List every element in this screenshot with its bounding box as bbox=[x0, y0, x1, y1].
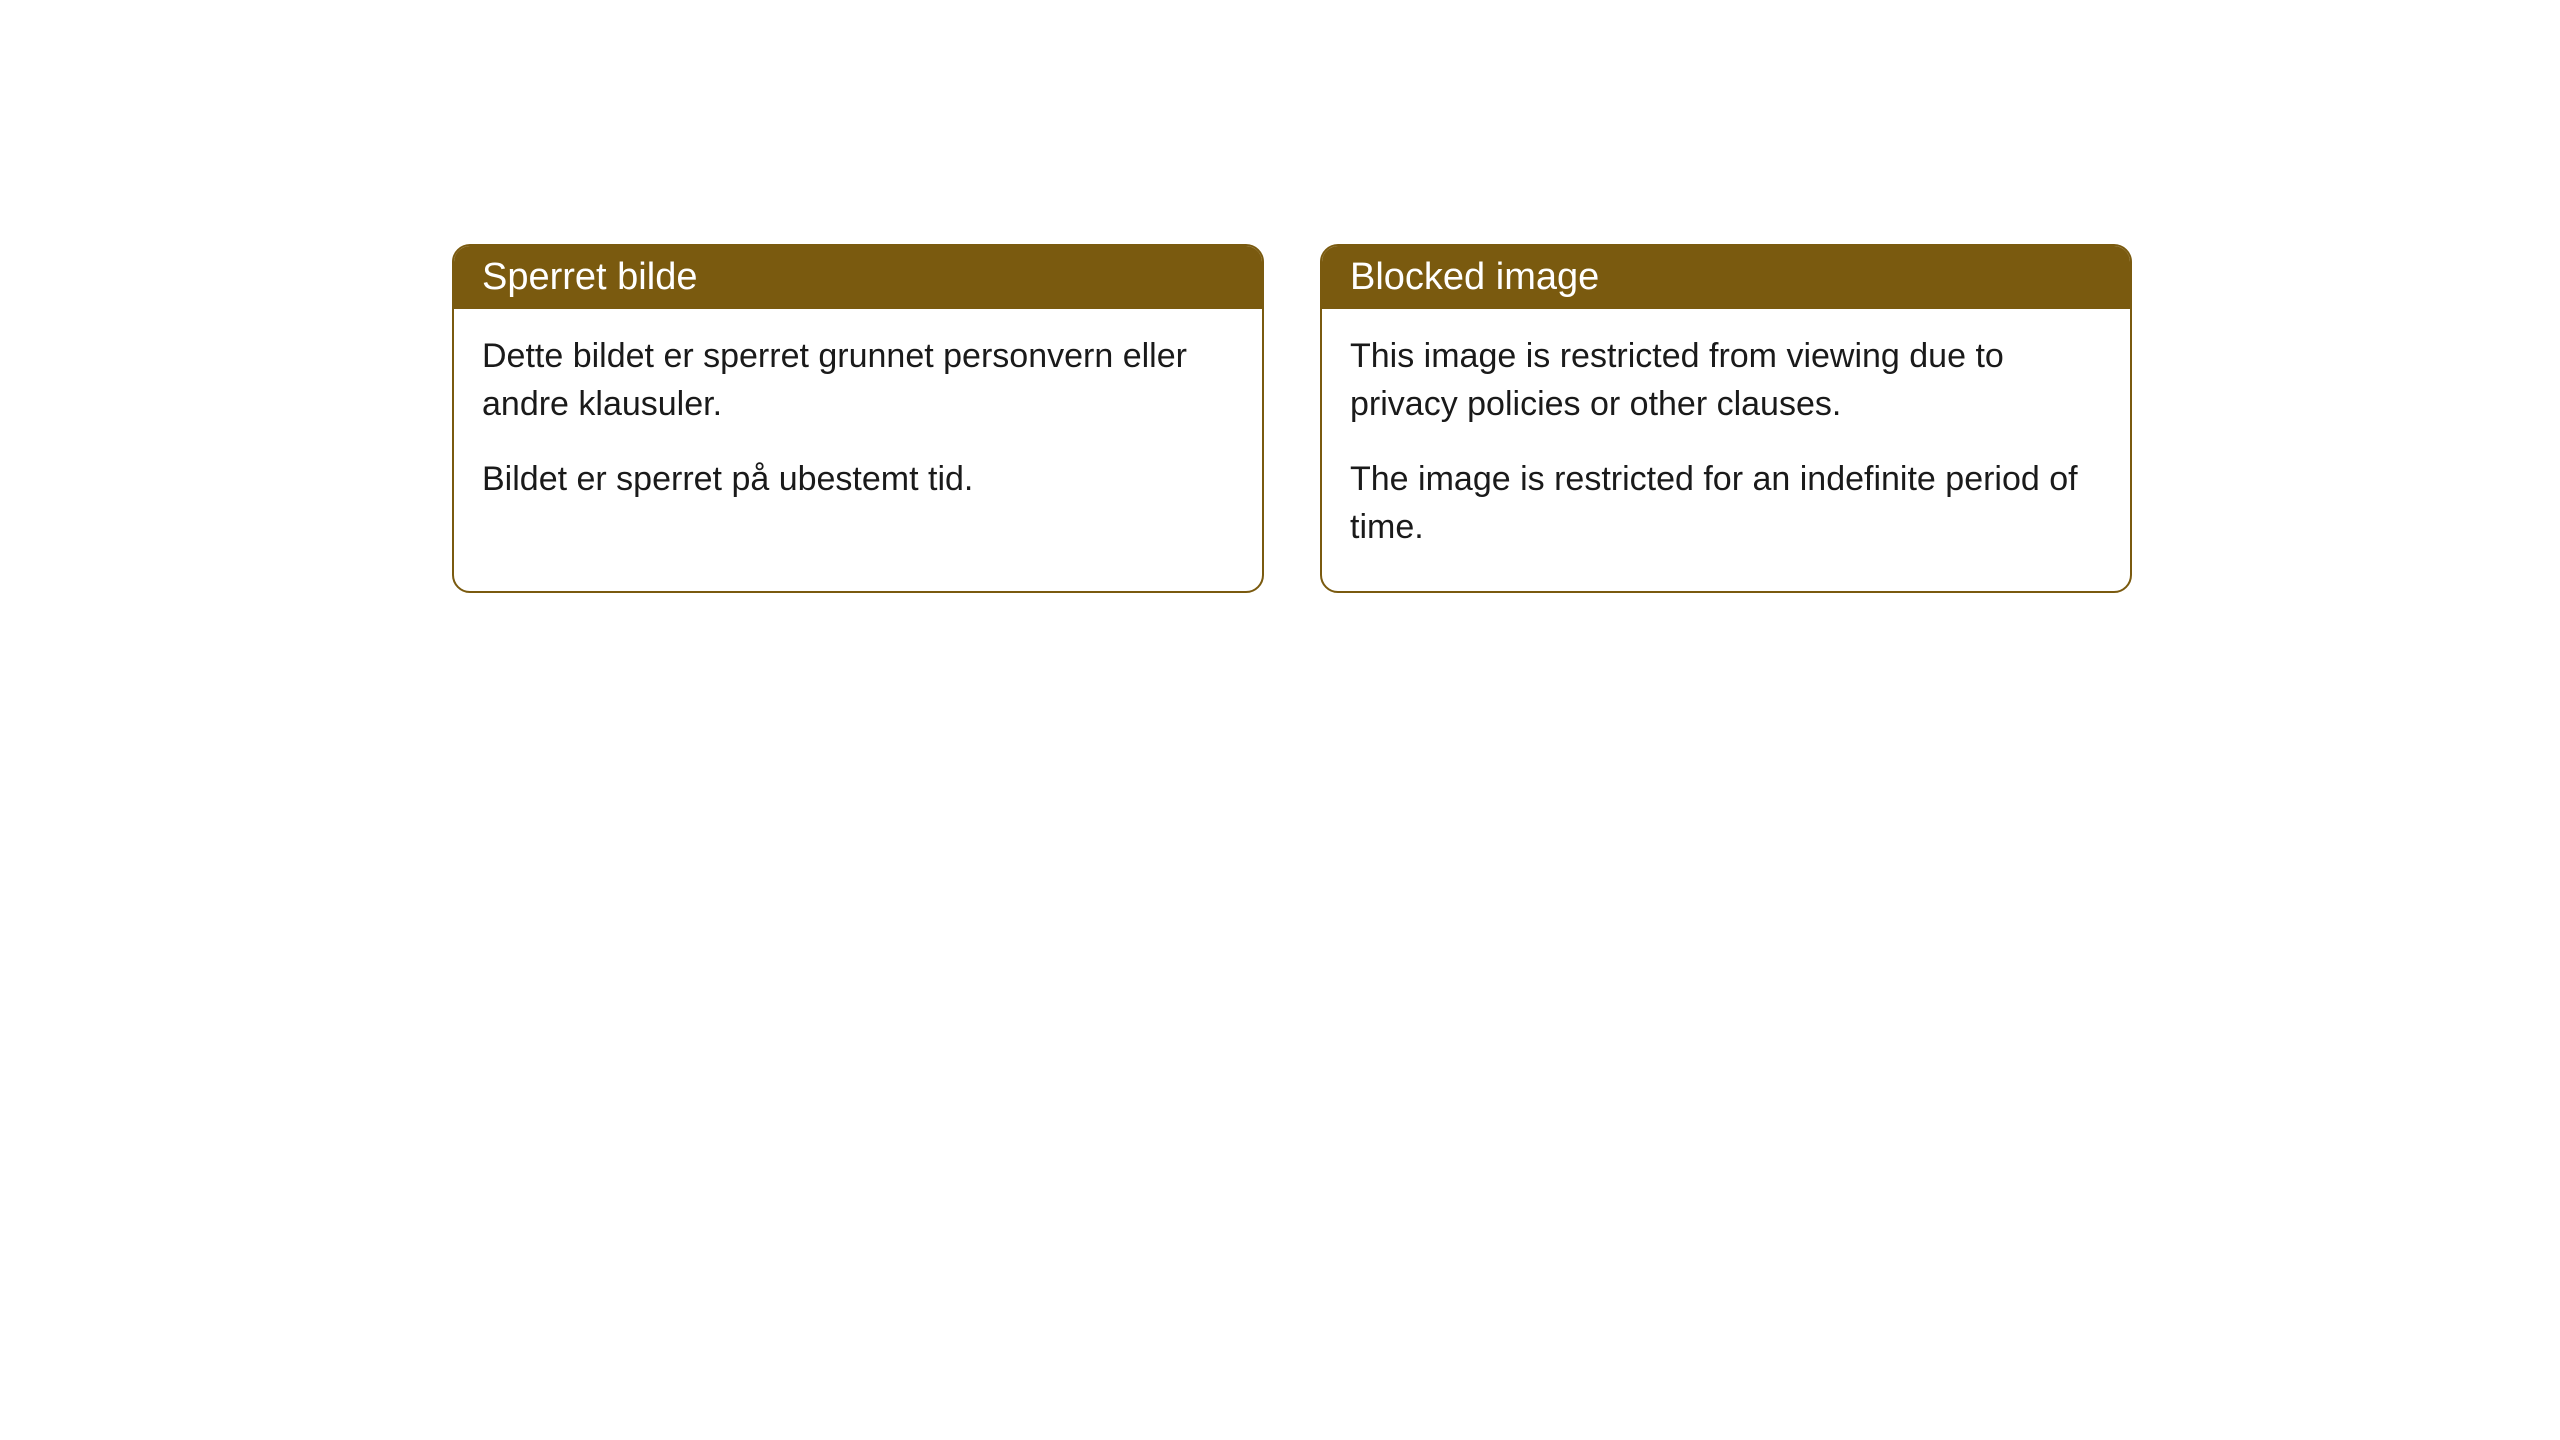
notice-card-english: Blocked image This image is restricted f… bbox=[1320, 244, 2132, 593]
notice-body-norwegian: Dette bildet er sperret grunnet personve… bbox=[454, 309, 1262, 544]
notice-container: Sperret bilde Dette bildet er sperret gr… bbox=[0, 0, 2560, 593]
notice-card-norwegian: Sperret bilde Dette bildet er sperret gr… bbox=[452, 244, 1264, 593]
notice-header-norwegian: Sperret bilde bbox=[454, 246, 1262, 309]
notice-paragraph: The image is restricted for an indefinit… bbox=[1350, 456, 2102, 551]
notice-paragraph: Bildet er sperret på ubestemt tid. bbox=[482, 456, 1234, 504]
notice-paragraph: Dette bildet er sperret grunnet personve… bbox=[482, 333, 1234, 428]
notice-body-english: This image is restricted from viewing du… bbox=[1322, 309, 2130, 591]
notice-paragraph: This image is restricted from viewing du… bbox=[1350, 333, 2102, 428]
notice-header-english: Blocked image bbox=[1322, 246, 2130, 309]
